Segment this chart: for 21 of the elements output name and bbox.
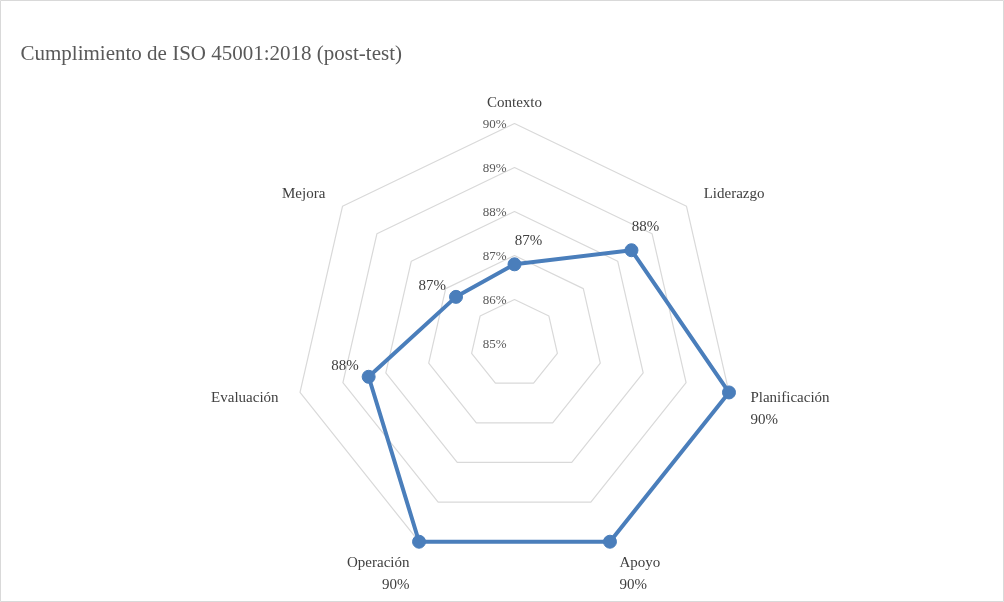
- spoke-label: Apoyo: [619, 553, 661, 570]
- y-tick-label: 87%: [482, 248, 507, 263]
- spoke-label: Planificación: [750, 389, 831, 406]
- y-tick-label: 85%: [482, 336, 507, 351]
- spoke-label: Mejora: [281, 184, 326, 201]
- data-label: 90%: [382, 575, 410, 592]
- data-label: 88%: [331, 356, 359, 373]
- chart-title: Cumplimiento de ISO 45001:2018 (post-test): [20, 40, 402, 65]
- spoke-label: Contexto: [487, 93, 542, 110]
- data-label: 87%: [514, 232, 543, 249]
- data-label: 90%: [619, 575, 647, 592]
- y-tick-label: 88%: [482, 204, 507, 219]
- spoke-label: Operación: [347, 553, 410, 570]
- y-tick-label: 86%: [482, 292, 507, 307]
- y-tick-label: 89%: [482, 160, 507, 175]
- data-label: 87%: [418, 276, 447, 293]
- data-label: 90%: [750, 411, 778, 428]
- spoke-label: Liderazgo: [703, 184, 765, 201]
- spoke-label: Evaluación: [211, 389, 280, 406]
- y-tick-label: 90%: [482, 116, 507, 131]
- data-label: 88%: [631, 218, 660, 235]
